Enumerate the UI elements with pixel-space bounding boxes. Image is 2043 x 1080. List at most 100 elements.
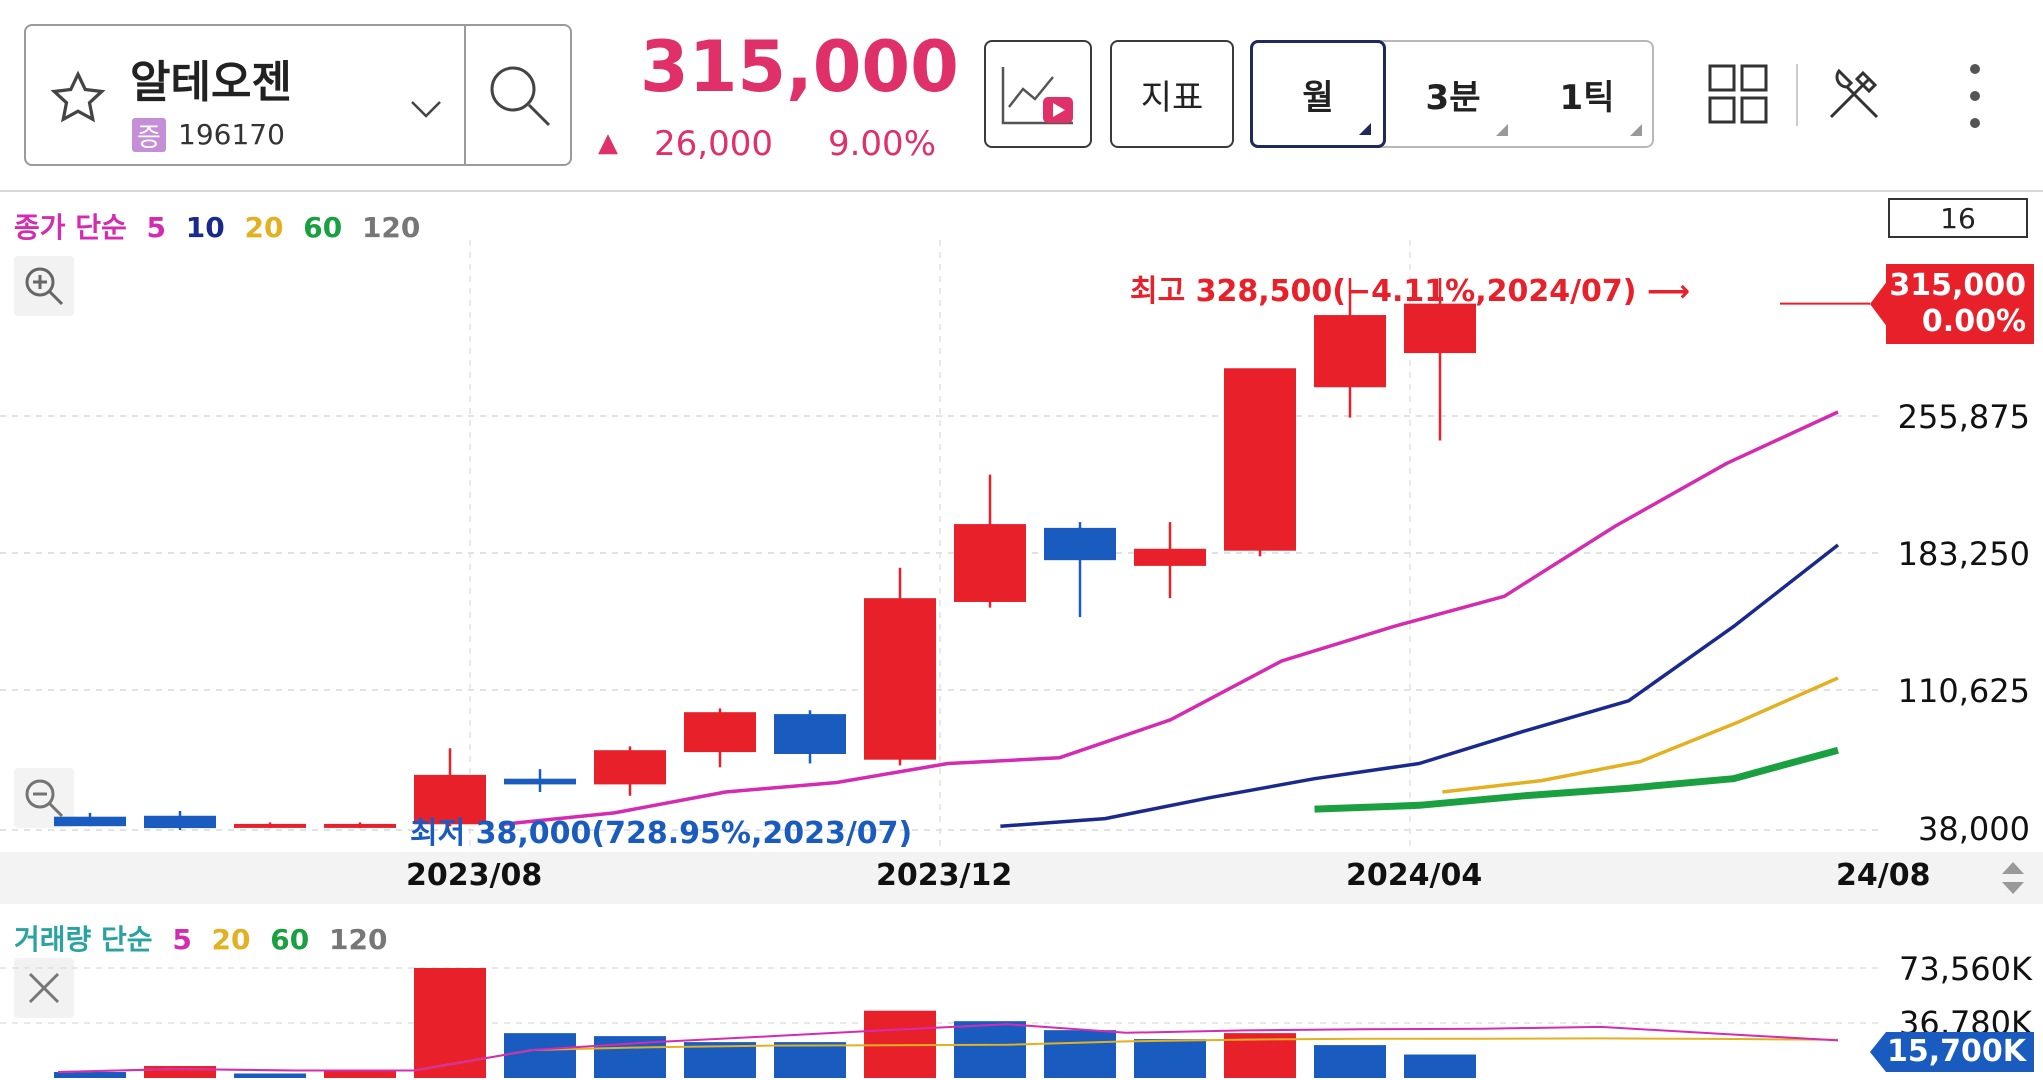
volume-bar <box>1314 1045 1386 1078</box>
high-arrow-icon: ⟶ <box>1646 274 1690 309</box>
price-axis-label: 183,250 <box>1897 535 2030 573</box>
top-divider <box>0 190 2043 192</box>
price-legend-ma20: 20 <box>244 211 284 244</box>
price-ma-legend[interactable]: 종가 단순 5 10 20 60 120 <box>14 206 430 246</box>
date-axis-label: 2023/12 <box>876 858 1013 893</box>
price-legend-ma5: 5 <box>146 211 167 244</box>
chart-video-icon <box>1001 67 1073 125</box>
period-3min-tab[interactable]: 3분 <box>1386 42 1520 146</box>
price-legend-ma10: 10 <box>185 211 225 244</box>
high-annotation-text: 최고 328,500(−4.11%,2024/07) <box>1130 274 1637 309</box>
ma5-line <box>502 410 1839 827</box>
volume-bar <box>954 1021 1026 1078</box>
period-3min-label: 3분 <box>1425 77 1481 118</box>
current-price-tag-pointer <box>1870 280 1888 328</box>
change-percent: 9.00% <box>827 124 936 164</box>
candle-body <box>1224 368 1296 551</box>
candle-body <box>594 750 666 785</box>
candle-count-box[interactable]: 16 <box>1888 198 2028 238</box>
volume-legend-ma120: 120 <box>328 923 388 956</box>
stock-name: 알테오젠 <box>130 57 292 108</box>
change-amount: 26,000 <box>654 124 773 164</box>
stock-code: 196170 <box>178 118 285 151</box>
candle-body <box>54 816 126 827</box>
axis-scale-toggle-icon[interactable] <box>1992 854 2034 902</box>
volume-axis-label: 73,560K <box>1899 950 2032 988</box>
search-icon[interactable] <box>472 48 568 144</box>
date-axis-label: 2024/04 <box>1346 858 1483 893</box>
selector-divider <box>464 26 466 164</box>
volume-bar <box>1134 1039 1206 1078</box>
candle-body <box>864 598 936 760</box>
zoom-in-icon[interactable] <box>14 256 74 316</box>
candle-body <box>144 815 216 829</box>
volume-ma5-line <box>57 1023 1839 1073</box>
price-legend-ma120: 120 <box>361 211 421 244</box>
volume-bar <box>1404 1054 1476 1078</box>
volume-bar <box>324 1070 396 1078</box>
tools-icon[interactable] <box>1816 56 1892 132</box>
chart-video-button[interactable] <box>984 40 1092 148</box>
high-annotation: 최고 328,500(−4.11%,2024/07) ⟶ <box>1130 266 1690 310</box>
market-badge: 증 <box>132 118 166 153</box>
candle-body <box>234 823 306 828</box>
period-monthly-tab[interactable]: 월 <box>1250 40 1386 148</box>
candle-body <box>1134 548 1206 566</box>
period-monthly-label: 월 <box>1302 77 1334 118</box>
price-legend-ma60: 60 <box>303 211 343 244</box>
volume-ma20-line <box>57 1037 1839 1073</box>
volume-bar <box>414 968 486 1078</box>
volume-bar <box>684 1042 756 1078</box>
layout-grid-icon[interactable] <box>1700 56 1776 132</box>
date-axis-label: 2023/08 <box>406 858 543 893</box>
date-axis-label: 24/08 <box>1836 858 1931 893</box>
period-1tick-tab[interactable]: 1틱 <box>1520 42 1654 146</box>
current-price: 315,000 <box>640 26 959 108</box>
more-menu-icon[interactable] <box>1950 56 2000 136</box>
candle-body <box>414 774 486 825</box>
current-price-tag: 315,000 0.00% <box>1886 264 2034 344</box>
current-price-tag-pct: 0.00% <box>1921 304 2026 339</box>
price-axis-label: 255,875 <box>1897 398 2030 436</box>
indicator-button[interactable]: 지표 <box>1110 40 1234 148</box>
volume-ma-legend[interactable]: 거래량 단순 5 20 60 120 <box>14 918 397 958</box>
volume-bar <box>144 1066 216 1078</box>
ma10-line <box>1000 543 1840 828</box>
volume-legend-ma5: 5 <box>172 923 192 956</box>
volume-legend-prefix: 거래량 단순 <box>14 923 153 956</box>
volume-bar <box>234 1073 306 1078</box>
price-chart[interactable] <box>0 240 1880 850</box>
period-1tick-label: 1틱 <box>1559 77 1615 118</box>
favorite-star-icon[interactable] <box>46 66 110 130</box>
volume-bar <box>504 1033 576 1078</box>
candle-body <box>504 778 576 785</box>
price-legend-prefix: 종가 단순 <box>14 211 127 244</box>
volume-chart[interactable] <box>0 950 1880 1080</box>
chevron-down-icon[interactable] <box>406 94 446 124</box>
candle-body <box>774 714 846 754</box>
period-selector: 월 3분 1틱 <box>1250 40 1654 148</box>
current-volume-tag-pointer <box>1870 1032 1886 1072</box>
volume-bar <box>1044 1030 1116 1078</box>
candle-body <box>1404 303 1476 354</box>
current-volume-tag: 15,700K <box>1886 1032 2034 1072</box>
candle-body <box>1314 315 1386 388</box>
low-annotation: 최저 38,000(728.95%,2023/07) <box>410 816 913 851</box>
ma20-line <box>1442 676 1839 794</box>
ma60-line <box>1314 746 1839 813</box>
volume-legend-ma20: 20 <box>211 923 251 956</box>
toolbar-divider <box>1796 64 1798 126</box>
candle-body <box>954 524 1026 602</box>
change-arrow: ▲ <box>598 128 618 158</box>
volume-bar <box>54 1072 126 1078</box>
current-price-tag-value: 315,000 <box>1889 268 2026 303</box>
price-axis-label: 38,000 <box>1918 810 2030 848</box>
volume-bar <box>774 1042 846 1078</box>
candle-body <box>324 823 396 828</box>
volume-legend-ma60: 60 <box>270 923 310 956</box>
date-axis-band <box>0 852 2043 904</box>
candle-body <box>684 712 756 753</box>
candle-body <box>1044 527 1116 561</box>
stock-selector[interactable]: 알테오젠 증 196170 <box>24 24 572 166</box>
price-axis-label: 110,625 <box>1897 672 2030 710</box>
